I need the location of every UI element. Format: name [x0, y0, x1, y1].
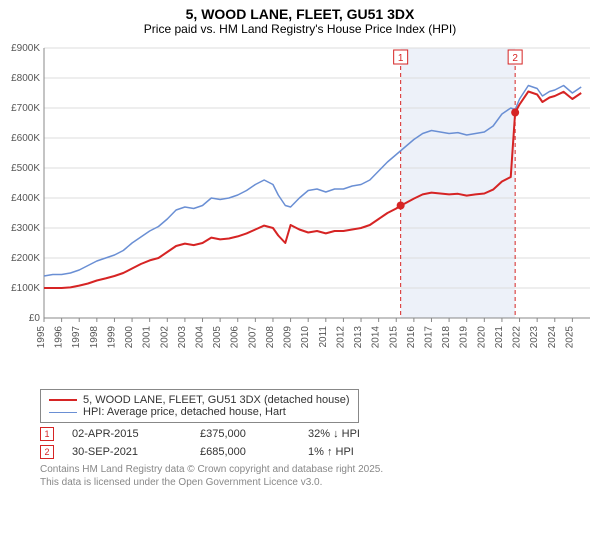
svg-text:2015: 2015: [388, 326, 399, 349]
svg-text:1999: 1999: [106, 326, 117, 349]
svg-text:2010: 2010: [300, 326, 311, 349]
legend: 5, WOOD LANE, FLEET, GU51 3DX (detached …: [40, 389, 359, 423]
svg-text:2004: 2004: [195, 326, 206, 349]
svg-text:2009: 2009: [283, 326, 294, 349]
svg-text:1996: 1996: [54, 326, 65, 349]
svg-text:1: 1: [398, 53, 404, 64]
svg-text:2025: 2025: [564, 326, 575, 349]
event-price: £685,000: [200, 446, 290, 458]
svg-text:1998: 1998: [89, 326, 100, 349]
svg-text:2006: 2006: [230, 326, 241, 349]
svg-text:£600K: £600K: [11, 133, 40, 144]
svg-text:2022: 2022: [512, 326, 523, 349]
event-row: 2 30-SEP-2021 £685,000 1% ↑ HPI: [40, 445, 560, 459]
legend-row: HPI: Average price, detached house, Hart: [49, 406, 350, 418]
svg-text:2023: 2023: [529, 326, 540, 349]
svg-text:2019: 2019: [459, 326, 470, 349]
svg-text:£500K: £500K: [11, 163, 40, 174]
svg-text:2014: 2014: [371, 326, 382, 349]
footer: Contains HM Land Registry data © Crown c…: [40, 463, 560, 489]
chart-svg: £0 £100K £200K £300K £400K £500K £600K £700K £80…: [0, 38, 600, 378]
svg-text:£900K: £900K: [11, 43, 40, 54]
svg-text:£100K: £100K: [11, 283, 40, 294]
svg-text:2007: 2007: [247, 326, 258, 349]
legend-swatch: [49, 399, 77, 401]
event-delta: 32% ↓ HPI: [308, 428, 360, 440]
svg-text:2013: 2013: [353, 326, 364, 349]
event-row: 1 02-APR-2015 £375,000 32% ↓ HPI: [40, 427, 560, 441]
svg-text:£400K: £400K: [11, 193, 40, 204]
event-delta: 1% ↑ HPI: [308, 446, 354, 458]
svg-text:2017: 2017: [423, 326, 434, 349]
event-marker: 2: [40, 445, 54, 459]
footer-line2: This data is licensed under the Open Gov…: [40, 476, 560, 489]
svg-text:2001: 2001: [142, 326, 153, 349]
svg-text:2011: 2011: [318, 326, 329, 348]
svg-text:£300K: £300K: [11, 223, 40, 234]
svg-text:2021: 2021: [494, 326, 505, 349]
svg-text:2002: 2002: [159, 326, 170, 349]
svg-text:2: 2: [512, 53, 518, 64]
svg-text:£700K: £700K: [11, 103, 40, 114]
svg-text:2016: 2016: [406, 326, 417, 349]
event-date: 30-SEP-2021: [72, 446, 182, 458]
legend-swatch: [49, 412, 77, 413]
svg-text:2000: 2000: [124, 326, 135, 349]
svg-text:2012: 2012: [335, 326, 346, 349]
title-line1: 5, WOOD LANE, FLEET, GU51 3DX: [0, 0, 600, 22]
svg-text:2003: 2003: [177, 326, 188, 349]
chart: £0 £100K £200K £300K £400K £500K £600K £700K £80…: [0, 38, 600, 383]
event-marker: 1: [40, 427, 54, 441]
legend-row: 5, WOOD LANE, FLEET, GU51 3DX (detached …: [49, 394, 350, 406]
svg-text:£0: £0: [29, 313, 41, 324]
svg-text:2005: 2005: [212, 326, 223, 349]
svg-text:1997: 1997: [71, 326, 82, 349]
events-table: 1 02-APR-2015 £375,000 32% ↓ HPI 2 30-SEP-202…: [40, 427, 560, 459]
svg-text:£800K: £800K: [11, 73, 40, 84]
svg-text:£200K: £200K: [11, 253, 40, 264]
legend-label: 5, WOOD LANE, FLEET, GU51 3DX (detached …: [83, 394, 350, 406]
svg-text:2024: 2024: [547, 326, 558, 349]
svg-text:2020: 2020: [476, 326, 487, 349]
title-line2: Price paid vs. HM Land Registry's House …: [0, 22, 600, 38]
event-date: 02-APR-2015: [72, 428, 182, 440]
svg-text:2008: 2008: [265, 326, 276, 349]
event-price: £375,000: [200, 428, 290, 440]
legend-label: HPI: Average price, detached house, Hart: [83, 406, 286, 418]
footer-line1: Contains HM Land Registry data © Crown c…: [40, 463, 560, 476]
svg-text:1995: 1995: [36, 326, 47, 349]
svg-text:2018: 2018: [441, 326, 452, 349]
